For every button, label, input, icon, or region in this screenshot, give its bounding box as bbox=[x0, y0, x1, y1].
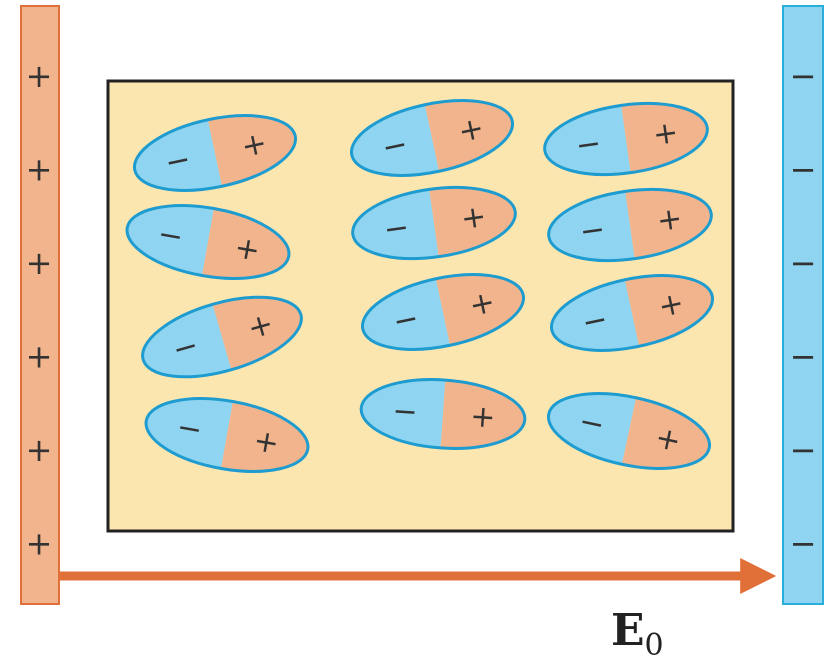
field-label: E0 bbox=[611, 605, 664, 660]
plate-minus-sign: − bbox=[790, 338, 817, 376]
dipole-outline bbox=[360, 273, 526, 351]
positive-plate-charges: + + + + + + bbox=[26, 57, 53, 563]
plate-minus-sign: − bbox=[790, 151, 817, 189]
dipole-negative-half bbox=[358, 374, 446, 448]
negative-plate-body bbox=[782, 5, 824, 605]
plate-plus-sign: + bbox=[26, 244, 53, 282]
dipole-plus-sign: + bbox=[651, 115, 681, 153]
negative-plate: − − − − − − bbox=[782, 5, 824, 605]
dipole-plus-sign: + bbox=[459, 199, 489, 237]
field-symbol: E bbox=[611, 605, 645, 656]
dipole-outline bbox=[132, 114, 298, 192]
dipole-outline bbox=[144, 397, 310, 473]
dipole-outline bbox=[547, 187, 713, 263]
negative-plate-charges: − − − − − − bbox=[790, 57, 817, 563]
dipole-minus-sign: − bbox=[174, 409, 205, 448]
dipole: −+ bbox=[544, 262, 720, 364]
dipole-outline bbox=[351, 185, 517, 261]
dipole-plus-sign: + bbox=[251, 423, 282, 462]
dipole-outline bbox=[125, 204, 291, 280]
dipole-minus-sign: − bbox=[578, 212, 608, 250]
plate-minus-sign: − bbox=[790, 57, 817, 95]
dipole: −+ bbox=[121, 194, 295, 290]
dipole-plus-sign: + bbox=[655, 201, 685, 239]
dipole-minus-sign: − bbox=[574, 126, 604, 164]
field-subscript: 0 bbox=[645, 628, 664, 660]
dipole-outline bbox=[349, 99, 515, 177]
plate-minus-sign: − bbox=[790, 525, 817, 563]
dipole-positive-half bbox=[440, 380, 528, 454]
dipole-plus-sign: + bbox=[469, 399, 497, 436]
dipole: −+ bbox=[358, 374, 528, 454]
dipole-outline bbox=[359, 378, 527, 450]
dipole: −+ bbox=[544, 179, 716, 271]
dipole-minus-sign: − bbox=[391, 394, 419, 431]
dipole-outline bbox=[546, 392, 712, 470]
dipole: −+ bbox=[540, 93, 712, 185]
plate-plus-sign: + bbox=[26, 431, 53, 469]
dipole: −+ bbox=[355, 261, 531, 363]
dipole-outline bbox=[549, 274, 715, 352]
dipole-minus-sign: − bbox=[382, 210, 412, 248]
plate-plus-sign: + bbox=[26, 338, 53, 376]
dipole-outline bbox=[141, 295, 303, 379]
positive-plate-body bbox=[20, 5, 60, 605]
dipole: −+ bbox=[348, 177, 520, 269]
dipole-outline bbox=[543, 101, 709, 177]
dipole-minus-sign: − bbox=[155, 216, 186, 255]
positive-plate: + + + + + + bbox=[20, 5, 60, 605]
plate-plus-sign: + bbox=[26, 57, 53, 95]
dipole: −+ bbox=[140, 387, 314, 483]
polarized-molecules: − + − + − +− +− + − +−+ − + − +− +− + − + bbox=[121, 87, 720, 483]
dipole-plus-sign: + bbox=[232, 230, 263, 269]
plate-plus-sign: + bbox=[26, 525, 53, 563]
plate-minus-sign: − bbox=[790, 431, 817, 469]
plate-minus-sign: − bbox=[790, 244, 817, 282]
plate-plus-sign: + bbox=[26, 151, 53, 189]
